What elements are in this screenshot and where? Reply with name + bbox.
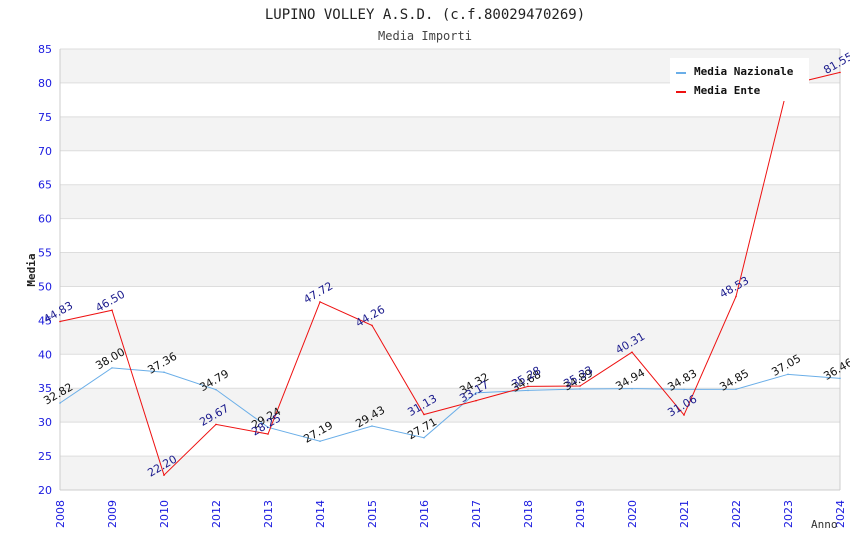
x-tick-label: 2024	[834, 500, 847, 528]
x-tick-label: 2012	[210, 500, 223, 528]
y-axis-label: Media	[25, 253, 38, 286]
x-tick-label: 2017	[470, 500, 483, 528]
x-tick-label: 2016	[418, 500, 431, 528]
data-point	[579, 388, 581, 390]
data-point	[267, 433, 269, 435]
y-tick-label: 35	[38, 382, 52, 395]
y-tick-label: 25	[38, 450, 52, 463]
grid-band	[60, 388, 840, 423]
grid-band	[60, 252, 840, 287]
data-label: 27.19	[301, 419, 335, 446]
data-point	[319, 301, 321, 303]
x-tick-label: 2023	[782, 500, 795, 528]
legend: Media Nazionale Media Ente	[670, 58, 809, 101]
chart-subtitle: Media Importi	[378, 29, 472, 43]
y-tick-label: 40	[38, 348, 52, 361]
data-point	[423, 413, 425, 416]
x-tick-label: 2014	[314, 500, 327, 528]
data-label: 36.46	[821, 356, 850, 383]
data-point	[475, 399, 477, 402]
x-tick-label: 2018	[522, 500, 535, 528]
data-point	[787, 373, 789, 376]
legend-label-ente: Media Ente	[694, 84, 761, 97]
x-tick-label: 2019	[574, 500, 587, 528]
data-point	[527, 389, 529, 392]
x-tick-label: 2009	[106, 500, 119, 528]
grid-band	[60, 116, 840, 151]
data-point	[59, 402, 61, 404]
data-point	[111, 367, 113, 369]
data-point	[579, 385, 581, 387]
data-point	[371, 324, 373, 327]
grid-band	[60, 184, 840, 219]
y-tick-label: 75	[38, 111, 52, 124]
data-point	[631, 387, 633, 390]
x-axis-label: Anno	[811, 518, 838, 531]
axes	[59, 49, 841, 491]
data-point	[267, 426, 269, 429]
data-point	[215, 388, 217, 391]
legend-label-nazionale: Media Nazionale	[694, 65, 794, 78]
y-tick-label: 85	[38, 43, 52, 56]
x-tick-label: 2008	[54, 500, 67, 528]
data-point	[163, 371, 165, 374]
data-point	[371, 425, 373, 427]
y-tick-label: 60	[38, 213, 52, 226]
y-tick-label: 65	[38, 179, 52, 192]
series-lines	[59, 71, 841, 476]
data-point	[163, 474, 165, 476]
data-point	[319, 440, 321, 443]
x-tick-label: 2013	[262, 500, 275, 528]
y-tick-label: 50	[38, 280, 52, 293]
data-point	[839, 71, 841, 74]
legend-box	[670, 58, 809, 101]
y-tick-label: 20	[38, 484, 52, 497]
data-point	[735, 388, 737, 391]
grid-bands	[60, 49, 840, 490]
series-line-media-ente	[59, 71, 841, 476]
y-tick-label: 30	[38, 416, 52, 429]
data-point	[111, 309, 113, 312]
data-point	[423, 436, 425, 439]
data-point	[683, 388, 685, 391]
grid-band	[60, 320, 840, 355]
data-point	[527, 385, 529, 388]
grid-band	[60, 456, 840, 490]
data-point	[735, 295, 737, 298]
x-tick-label: 2015	[366, 500, 379, 528]
data-point	[839, 377, 841, 380]
x-tick-label: 2021	[678, 500, 691, 528]
y-tick-label: 70	[38, 145, 52, 158]
data-point	[475, 392, 477, 394]
x-tick-label: 2020	[626, 500, 639, 528]
y-tick-label: 45	[38, 314, 52, 327]
y-tick-label: 55	[38, 247, 52, 260]
x-tick-label: 2022	[730, 500, 743, 528]
data-point	[683, 414, 685, 416]
data-point	[215, 423, 217, 426]
y-tick-labels: 20 25 30 35 40 45 50 55 60 65 70 75 80 85	[38, 43, 52, 497]
data-point	[631, 351, 633, 354]
series-line-media-nazionale	[59, 367, 841, 442]
chart-title: LUPINO VOLLEY A.S.D. (c.f.80029470269)	[265, 7, 585, 23]
x-tick-label: 2010	[158, 500, 171, 528]
x-tick-labels: 2008 2009 2010 2012 2013 2014 2015 2016 2017 2018…	[54, 500, 847, 528]
y-tick-label: 80	[38, 77, 52, 90]
data-point	[59, 320, 61, 323]
